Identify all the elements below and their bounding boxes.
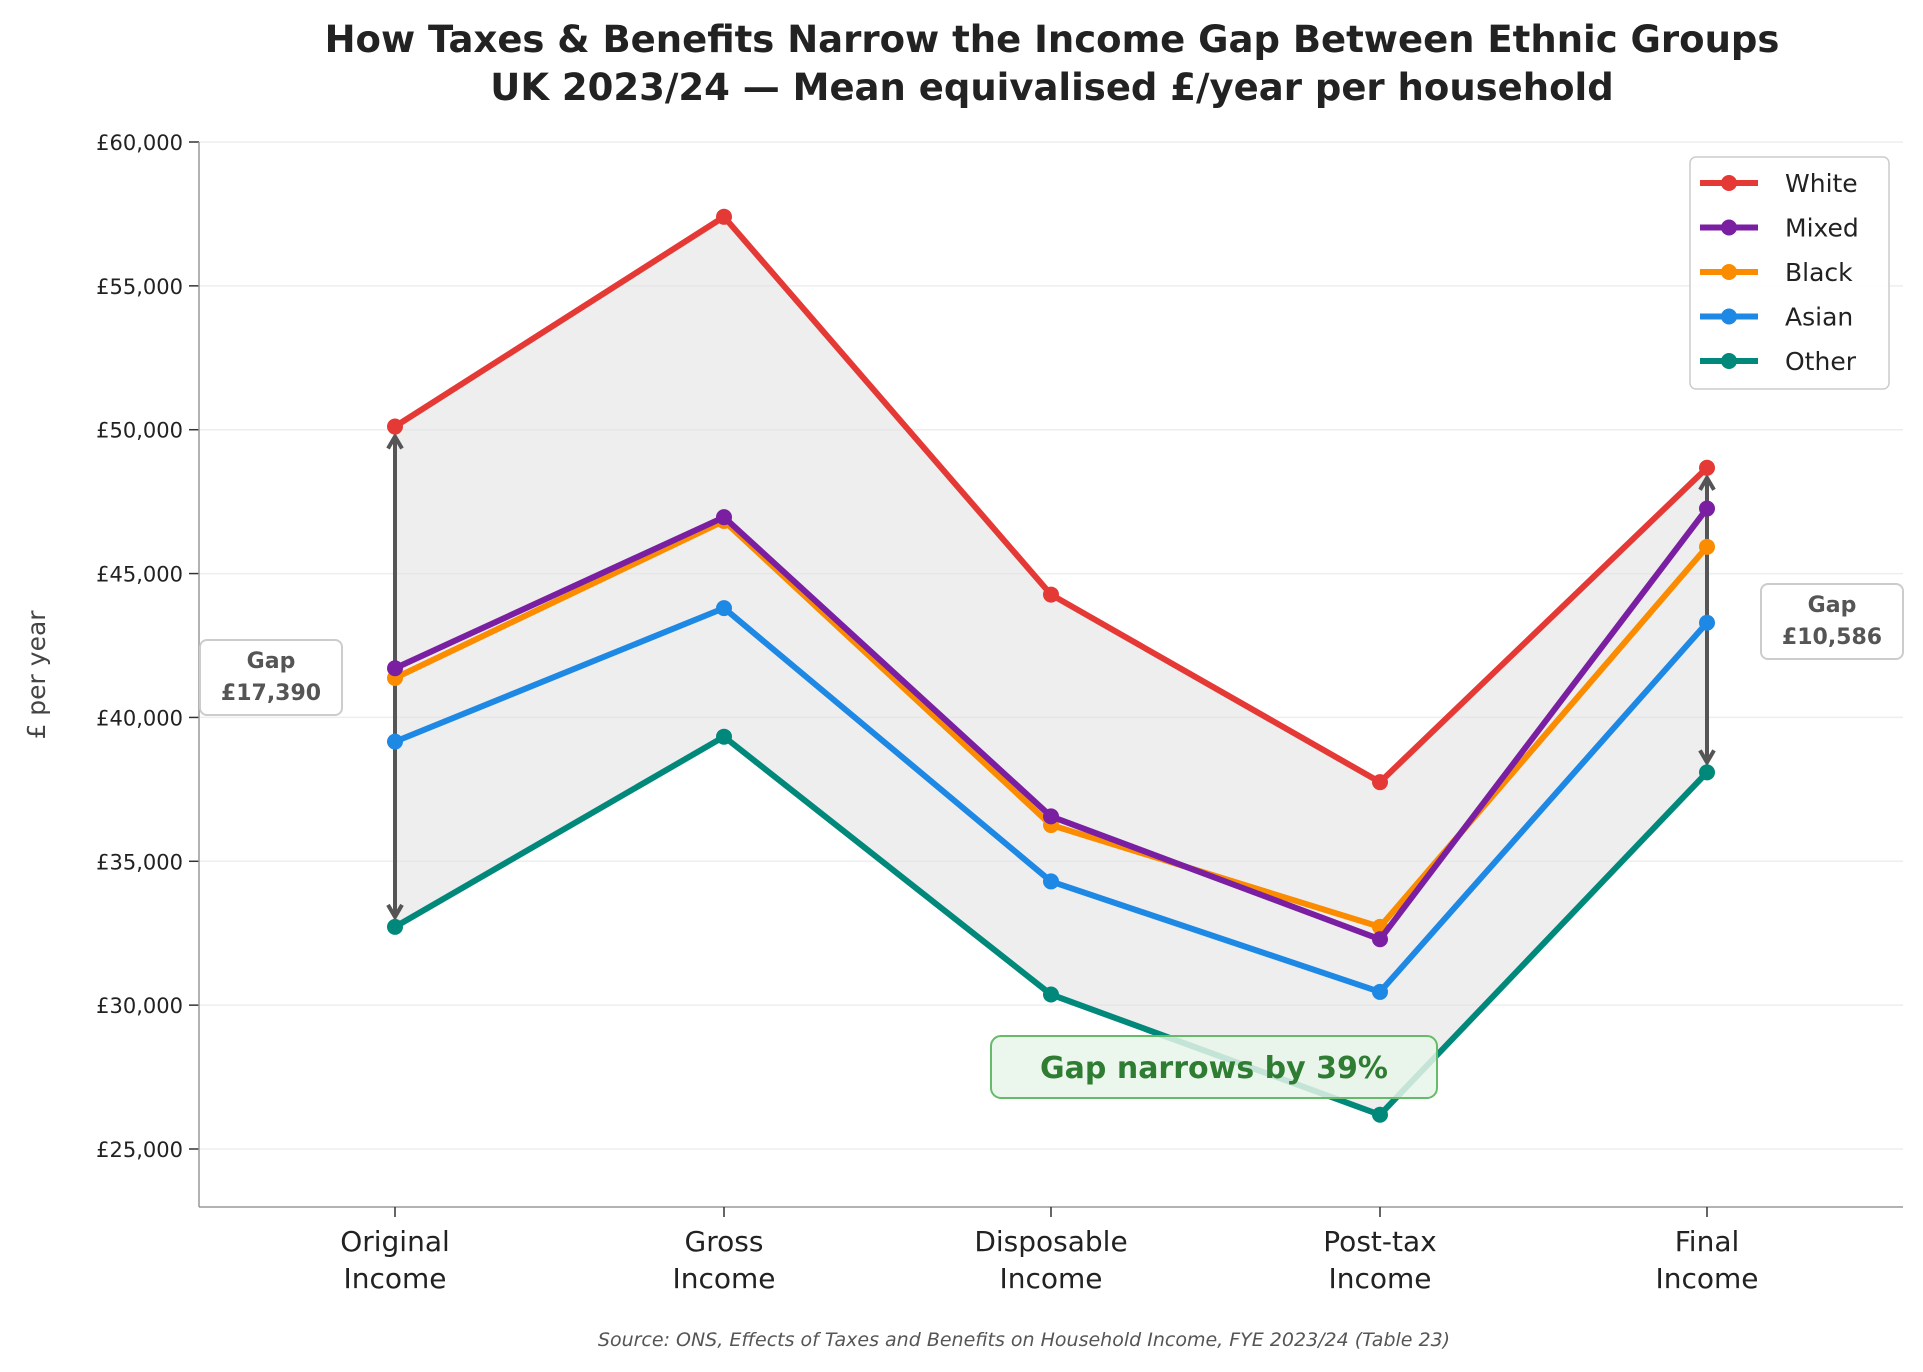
data-point-white bbox=[1372, 774, 1388, 791]
legend-swatch-marker bbox=[1721, 175, 1737, 191]
data-point-asian bbox=[1372, 983, 1388, 1000]
y-tick-label: £35,000 bbox=[96, 850, 183, 874]
gap-start-value: £17,390 bbox=[221, 681, 321, 706]
data-point-asian bbox=[716, 600, 732, 617]
data-point-black bbox=[1699, 538, 1715, 555]
data-point-other bbox=[387, 918, 403, 935]
gap-end-box bbox=[1760, 583, 1904, 660]
data-point-other bbox=[1372, 1106, 1388, 1123]
gap-arrow-head-down bbox=[386, 903, 404, 921]
range-band-area bbox=[395, 216, 1707, 1115]
legend-label: Mixed bbox=[1785, 214, 1859, 243]
x-tick-label: Disposable bbox=[974, 1225, 1127, 1258]
data-point-mixed bbox=[1699, 500, 1715, 517]
series-lines bbox=[387, 208, 1715, 1123]
legend-label: Black bbox=[1785, 258, 1853, 287]
gap-end-label: Gap bbox=[1808, 593, 1857, 618]
y-tick-label: £55,000 bbox=[96, 275, 183, 299]
narrow-note-box bbox=[990, 1035, 1438, 1099]
x-tick-label: Original bbox=[340, 1225, 450, 1258]
x-tick-label: Post-tax bbox=[1323, 1225, 1436, 1258]
legend-swatch-marker bbox=[1721, 219, 1737, 236]
data-point-asian bbox=[1043, 873, 1059, 890]
x-tick-label: Income bbox=[1328, 1262, 1431, 1295]
gap-end-value: £10,586 bbox=[1782, 625, 1882, 650]
x-tick-label: Final bbox=[1675, 1225, 1740, 1258]
legend-box bbox=[1689, 156, 1890, 390]
data-point-white bbox=[387, 418, 403, 435]
y-tick-label: £25,000 bbox=[96, 1138, 183, 1162]
data-point-mixed bbox=[716, 509, 732, 526]
chart-title: How Taxes & Benefits Narrow the Income G… bbox=[325, 18, 1780, 61]
y-tick-label: £45,000 bbox=[96, 563, 183, 587]
data-point-other bbox=[716, 728, 732, 745]
source-note: Source: ONS, Effects of Taxes and Benefi… bbox=[598, 1329, 1450, 1351]
data-point-asian bbox=[1699, 614, 1715, 631]
legend-swatch-marker bbox=[1721, 353, 1737, 369]
data-point-asian bbox=[387, 733, 403, 750]
y-tick-label: £40,000 bbox=[96, 706, 183, 730]
gap-start-box bbox=[199, 639, 343, 716]
legend-label: Other bbox=[1785, 347, 1857, 376]
legend: White Mixed Black Asian Other bbox=[1689, 156, 1890, 390]
y-axis-label: £ per year bbox=[22, 610, 51, 740]
data-point-mixed bbox=[1043, 808, 1059, 825]
data-point-white bbox=[1699, 459, 1715, 476]
gap-arrow-head-up bbox=[1698, 473, 1716, 491]
data-point-other bbox=[1043, 986, 1059, 1003]
x-tick-label: Income bbox=[343, 1262, 446, 1295]
annotations: Gap £17,390 Gap £10,586 Gap narrows by 3… bbox=[199, 583, 1904, 1099]
axes: £25,000 £30,000 £35,000 £40,000 £45,000 £50,0… bbox=[96, 131, 1903, 1295]
data-point-mixed bbox=[1372, 931, 1388, 948]
y-tick-label: £30,000 bbox=[96, 994, 183, 1018]
narrow-note-text: Gap narrows by 39% bbox=[1040, 1051, 1388, 1086]
x-tick-label: Income bbox=[999, 1262, 1102, 1295]
y-tick-label: £60,000 bbox=[96, 131, 183, 155]
y-tick-label: £50,000 bbox=[96, 419, 183, 443]
x-tick-label: Gross bbox=[685, 1225, 764, 1258]
x-tick-label: Income bbox=[1655, 1262, 1758, 1295]
legend-label: White bbox=[1785, 169, 1858, 198]
legend-swatch-marker bbox=[1721, 308, 1737, 325]
data-point-other bbox=[1699, 764, 1715, 781]
gap-arrow-head-down bbox=[1698, 749, 1716, 767]
legend-label: Asian bbox=[1785, 303, 1853, 332]
range-band bbox=[395, 216, 1707, 1115]
data-point-white bbox=[1043, 586, 1059, 603]
gap-arrow-head-up bbox=[386, 432, 404, 450]
data-point-mixed bbox=[387, 660, 403, 677]
chart-subtitle: UK 2023/24 — Mean equivalised £/year per… bbox=[490, 66, 1613, 109]
gap-start-label: Gap bbox=[247, 649, 296, 674]
legend-swatch-marker bbox=[1721, 264, 1737, 280]
data-point-white bbox=[716, 208, 732, 225]
x-tick-label: Income bbox=[672, 1262, 775, 1295]
